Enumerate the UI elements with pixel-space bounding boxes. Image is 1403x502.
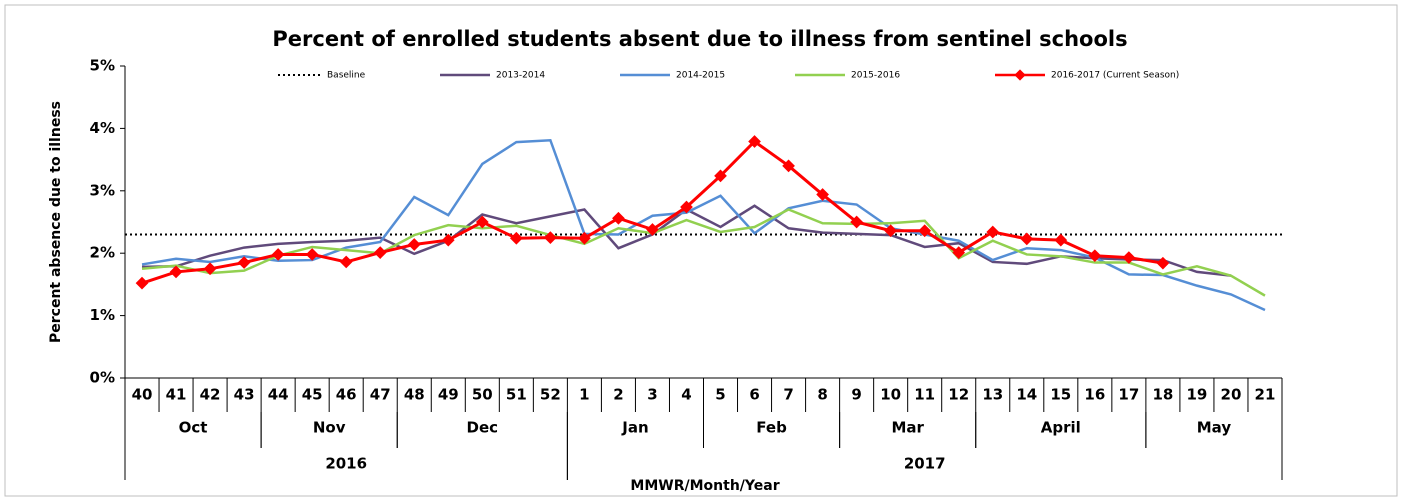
y-tick-label: 1% bbox=[90, 306, 115, 324]
x-tick-label: 45 bbox=[302, 386, 323, 404]
month-label: April bbox=[1041, 419, 1081, 437]
x-tick-label: 18 bbox=[1152, 386, 1173, 404]
month-label: May bbox=[1197, 419, 1232, 437]
x-tick-label: 13 bbox=[982, 386, 1003, 404]
x-tick-label: 1 bbox=[579, 386, 589, 404]
month-label: Dec bbox=[467, 419, 499, 437]
x-tick-label: 3 bbox=[647, 386, 657, 404]
y-tick-label: 3% bbox=[90, 181, 115, 199]
point-marker bbox=[135, 276, 149, 290]
x-tick-label: 51 bbox=[506, 386, 527, 404]
month-label: Nov bbox=[313, 419, 346, 437]
y-axis-title: Percent absence due to illness bbox=[48, 101, 64, 343]
x-tick-label: 5 bbox=[715, 386, 725, 404]
x-tick-label: 7 bbox=[783, 386, 793, 404]
point-marker bbox=[237, 256, 251, 269]
point-marker bbox=[169, 265, 183, 279]
x-axis-title: MMWR/Month/Year bbox=[630, 478, 779, 494]
point-marker bbox=[509, 231, 523, 245]
month-label: Jan bbox=[621, 419, 648, 437]
month-label: Oct bbox=[179, 419, 208, 437]
x-tick-label: 12 bbox=[948, 386, 969, 404]
x-tick-label: 10 bbox=[880, 386, 901, 404]
x-tick-label: 50 bbox=[472, 386, 493, 404]
legend-label: 2015-2016 bbox=[851, 71, 900, 81]
legend-label: Baseline bbox=[327, 71, 366, 81]
year-label: 2016 bbox=[325, 455, 367, 473]
x-tick-label: 16 bbox=[1084, 386, 1105, 404]
x-tick-label: 4 bbox=[681, 386, 691, 404]
series-line bbox=[141, 208, 1266, 297]
point-marker bbox=[373, 246, 387, 259]
point-marker bbox=[305, 248, 319, 261]
month-label: Feb bbox=[756, 419, 787, 437]
x-tick-label: 15 bbox=[1050, 386, 1071, 404]
point-marker bbox=[271, 248, 285, 261]
x-tick-label: 21 bbox=[1255, 386, 1276, 404]
year-label: 2017 bbox=[904, 455, 946, 473]
x-tick-label: 46 bbox=[336, 386, 357, 404]
x-tick-label: 17 bbox=[1118, 386, 1139, 404]
x-tick-label: 11 bbox=[914, 386, 935, 404]
x-tick-label: 40 bbox=[132, 386, 153, 404]
point-marker bbox=[475, 215, 489, 229]
point-marker bbox=[407, 238, 421, 251]
x-tick-label: 14 bbox=[1016, 386, 1037, 404]
y-tick-label: 2% bbox=[90, 244, 115, 262]
x-tick-label: 2 bbox=[613, 386, 623, 404]
series-line bbox=[141, 138, 1266, 312]
chart-title: Percent of enrolled students absent due … bbox=[272, 27, 1127, 51]
legend-label: 2014-2015 bbox=[676, 71, 725, 81]
x-tick-label: 19 bbox=[1186, 386, 1207, 404]
x-tick-label: 47 bbox=[370, 386, 391, 404]
legend-label: 2016-2017 (Current Season) bbox=[1051, 71, 1179, 81]
x-tick-label: 43 bbox=[234, 386, 255, 404]
point-marker bbox=[203, 262, 217, 276]
point-marker bbox=[441, 233, 455, 247]
x-tick-label: 9 bbox=[851, 386, 861, 404]
x-tick-label: 49 bbox=[438, 386, 459, 404]
y-tick-label: 0% bbox=[90, 369, 115, 387]
month-label: Mar bbox=[891, 419, 924, 437]
point-marker bbox=[339, 255, 353, 269]
x-tick-label: 8 bbox=[817, 386, 827, 404]
x-tick-label: 44 bbox=[268, 386, 289, 404]
legend-label: 2013-2014 bbox=[496, 71, 545, 81]
y-tick-label: 5% bbox=[90, 57, 115, 75]
x-tick-label: 48 bbox=[404, 386, 425, 404]
y-tick-label: 4% bbox=[90, 119, 115, 137]
x-tick-label: 41 bbox=[166, 386, 187, 404]
x-tick-label: 42 bbox=[200, 386, 221, 404]
x-tick-label: 52 bbox=[540, 386, 561, 404]
x-tick-label: 6 bbox=[749, 386, 759, 404]
x-tick-label: 20 bbox=[1221, 386, 1242, 404]
